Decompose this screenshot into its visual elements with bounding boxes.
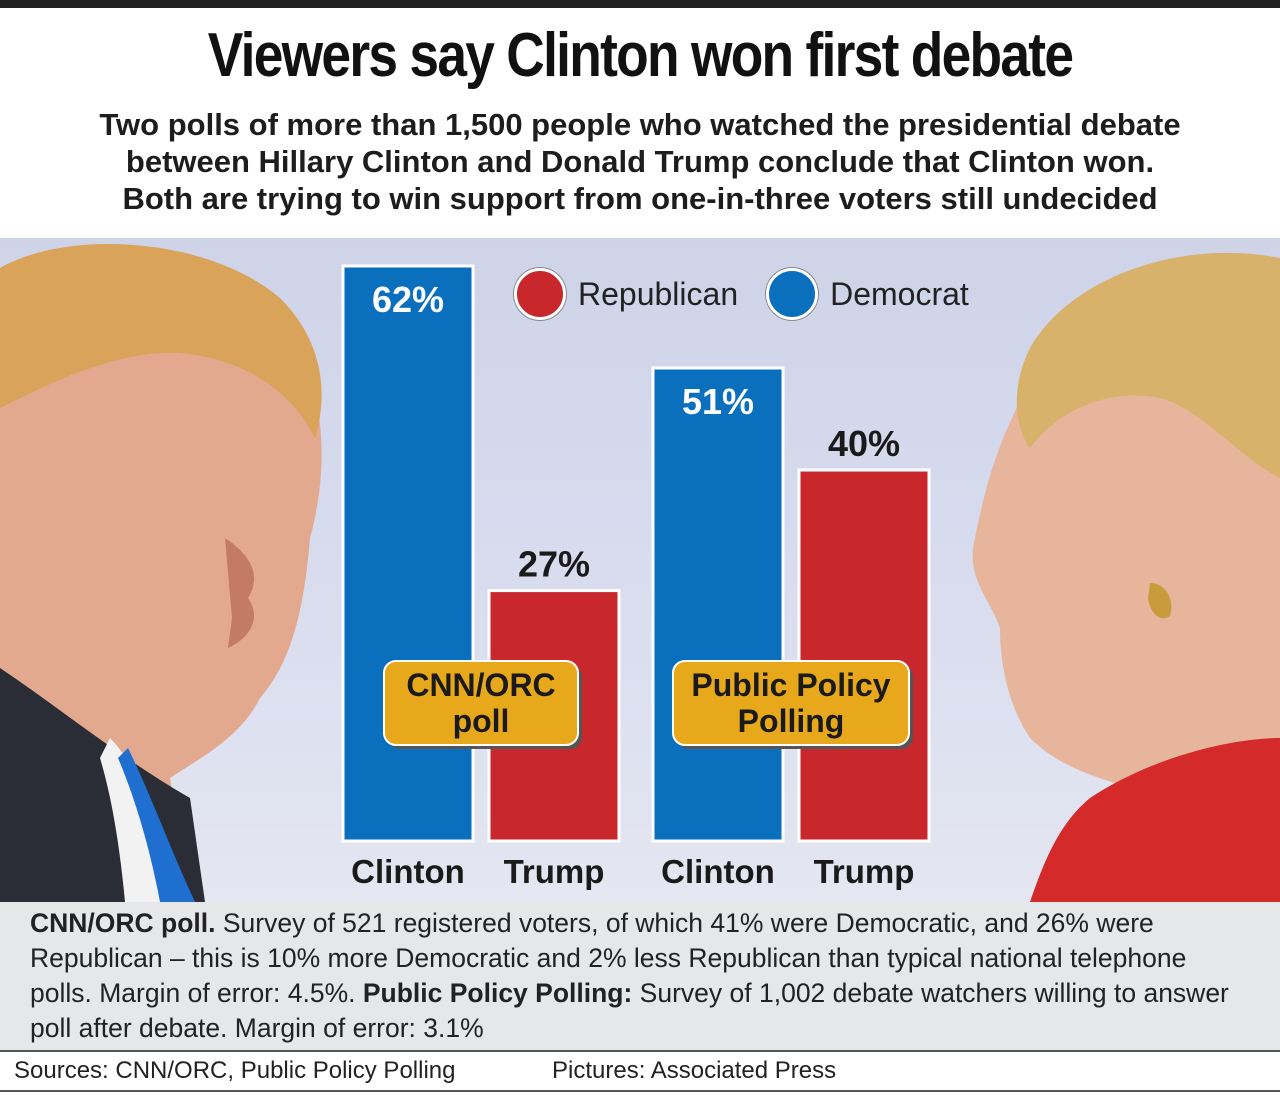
category-label: Clinton	[351, 853, 465, 890]
bottom-rule	[0, 1096, 1280, 1110]
chart-artwork: 62% Clinton 27% Trump CNN/ORC poll 51% Clinton 4…	[0, 238, 1280, 902]
trump-photo	[0, 244, 322, 902]
poll-name-label: Public Policy	[691, 667, 890, 703]
cnn-note-heading: CNN/ORC poll.	[30, 908, 216, 938]
poll-name-label: poll	[453, 703, 510, 739]
poll-name-label: CNN/ORC	[406, 667, 555, 703]
clinton-photo	[972, 252, 1280, 902]
page-title: Viewers say Clinton won first debate	[207, 21, 1074, 90]
subtitle: Two polls of more than 1,500 people who …	[20, 106, 1260, 217]
category-label: Clinton	[661, 853, 775, 890]
poll-badge	[383, 660, 579, 746]
poll-badge	[672, 660, 910, 746]
chart-legend: Republican Democrat	[514, 268, 997, 320]
subtitle-line: Both are trying to win support from one-…	[122, 181, 1158, 216]
republican-swatch	[514, 268, 566, 320]
subtitle-line: between Hillary Clinton and Donald Trump…	[125, 144, 1155, 179]
top-rule	[0, 0, 1280, 8]
category-label: Trump	[504, 853, 605, 890]
category-label: Trump	[814, 853, 915, 890]
ppp-note-heading: Public Policy Polling:	[362, 978, 633, 1008]
legend-item-republican: Republican	[514, 268, 738, 320]
sources-credit: Sources: CNN/ORC, Public Policy Polling	[14, 1057, 456, 1084]
legend-label: Democrat	[830, 275, 969, 312]
bar-clinton	[651, 366, 785, 843]
poll-name-label: Polling	[738, 703, 845, 739]
legend-label: Republican	[578, 275, 739, 312]
pictures-credit: Pictures: Associated Press	[552, 1057, 837, 1084]
bar-clinton	[341, 264, 475, 843]
value-label: 27%	[518, 544, 590, 585]
value-label: 62%	[372, 279, 444, 320]
methodology-note: CNN/ORC poll. Survey of 521 registered v…	[0, 902, 1280, 1050]
credits-bar: Sources: CNN/ORC, Public Policy Polling …	[0, 1050, 1280, 1092]
cnn-note-text: Survey of 521 registered voters, of whic…	[30, 908, 1187, 1008]
value-label: 51%	[682, 381, 754, 422]
subtitle-line: Two polls of more than 1,500 people who …	[99, 107, 1181, 142]
legend-item-democrat: Democrat	[766, 268, 969, 320]
candidate-photos	[0, 244, 1280, 902]
democrat-swatch	[766, 268, 819, 320]
ppp-note-text: Survey of 1,002 debate watchers willing …	[30, 978, 1229, 1043]
bar-trump	[797, 468, 931, 843]
value-label: 40%	[828, 423, 900, 464]
